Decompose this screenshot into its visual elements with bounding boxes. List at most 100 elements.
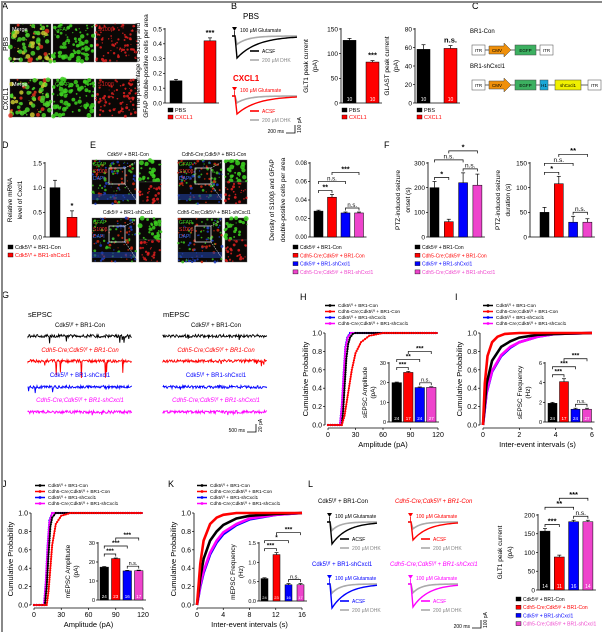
significance-label: n.s. bbox=[465, 163, 476, 170]
cell-signal bbox=[131, 98, 135, 101]
cell-signal bbox=[66, 93, 68, 96]
cell-signal bbox=[64, 46, 67, 49]
cell-signal bbox=[95, 98, 98, 101]
cdf-marker bbox=[51, 511, 54, 515]
cell-signal bbox=[124, 87, 127, 90]
cell-signal bbox=[99, 184, 102, 187]
cell-signal bbox=[25, 113, 28, 116]
y-tick-label: 0.5 bbox=[153, 26, 162, 33]
cdf-marker bbox=[61, 511, 64, 515]
legend-swatch bbox=[341, 107, 348, 113]
cell-signal bbox=[99, 242, 101, 244]
y-tick-label: 30 bbox=[89, 541, 95, 547]
cell-signal bbox=[22, 45, 27, 50]
cell-signal bbox=[155, 177, 161, 183]
trace-group-label: Cdh5-Cre;Cdk5ᶠ/ᶠ + BR1-shCxcl1 bbox=[390, 561, 478, 568]
cell-signal bbox=[226, 188, 229, 191]
cdf-marker bbox=[124, 511, 127, 515]
cell-signal bbox=[29, 79, 32, 82]
cdf-marker bbox=[97, 511, 101, 515]
bar bbox=[568, 521, 579, 591]
cell-signal bbox=[177, 161, 180, 164]
cell-signal bbox=[204, 245, 206, 248]
legend-label: Cdk5ᶠ/ᶠ + BR1-Con bbox=[48, 483, 88, 489]
legend-label: Cdh5-Cre;Cdk5ᶠ/ᶠ + BR1-Con bbox=[300, 253, 365, 259]
cell-signal bbox=[181, 179, 184, 182]
y-axis-label: mEPSC Amplitude bbox=[65, 544, 72, 598]
cell-signal bbox=[28, 82, 30, 84]
cell-signal bbox=[140, 190, 142, 193]
cell-signal bbox=[93, 192, 95, 195]
cell-signal bbox=[112, 162, 115, 165]
cell-signal bbox=[98, 86, 101, 89]
cdf-marker bbox=[126, 511, 129, 515]
cell-signal bbox=[191, 221, 194, 225]
y-tick-label: 0 bbox=[334, 100, 338, 107]
cell-signal bbox=[190, 231, 193, 234]
cell-signal bbox=[180, 170, 182, 173]
bar bbox=[458, 182, 468, 238]
legend-label: CXCL1 bbox=[349, 115, 367, 121]
cell-signal bbox=[48, 52, 51, 55]
cell-signal bbox=[51, 92, 55, 96]
x-tick-label: 30 bbox=[352, 432, 360, 439]
trace-title-sepsc: sEPSC bbox=[28, 310, 53, 319]
cdf-marker bbox=[347, 391, 350, 394]
cell-signal bbox=[234, 193, 237, 196]
cdf-marker bbox=[133, 511, 136, 515]
cell-signal bbox=[95, 242, 97, 244]
cell-signal bbox=[218, 224, 221, 227]
cell-signal bbox=[117, 222, 119, 225]
cell-signal bbox=[208, 244, 211, 248]
cell-signal bbox=[235, 222, 237, 224]
cdf-marker bbox=[344, 368, 347, 372]
y-tick-label: 0.2 bbox=[181, 584, 191, 591]
image-title: Cdh5-Cre;Cdk5ᶠ/ᶠ + BR1-Con bbox=[182, 152, 247, 158]
image-title: Cdh5-Cre;Cdk5ᶠ/ᶠ + BR1-shCxcl1 bbox=[177, 210, 251, 216]
acsf-trace bbox=[408, 521, 459, 542]
cdf-marker bbox=[47, 583, 51, 586]
cdf-marker bbox=[345, 355, 348, 358]
cdf-marker bbox=[45, 587, 48, 591]
zoom-guide-line bbox=[124, 183, 139, 204]
cell-signal bbox=[104, 163, 106, 165]
cell-signal bbox=[131, 168, 133, 171]
cell-signal bbox=[96, 166, 98, 168]
panel-letter: F bbox=[384, 140, 390, 150]
cell-signal bbox=[93, 24, 95, 27]
cdf-marker bbox=[353, 356, 356, 360]
significance-label: * bbox=[275, 534, 278, 541]
cell-signal bbox=[115, 88, 119, 92]
cdf-marker bbox=[434, 331, 437, 335]
cdf-marker bbox=[49, 528, 52, 531]
significance-bracket bbox=[396, 367, 409, 370]
condition-label-pbs: PBS bbox=[243, 12, 259, 21]
y-tick-label: 0 bbox=[539, 420, 542, 426]
legend-label: Cdh5-Cre;Cdk5ᶠ/ᶠ + BR1-Con bbox=[210, 489, 272, 495]
cell-signal bbox=[122, 83, 125, 87]
legend-label: Cdk5ᶠ/ᶠ + BR1-shCxcl1 bbox=[210, 495, 259, 501]
legend-marker bbox=[200, 490, 204, 493]
scale-bar bbox=[247, 424, 257, 433]
legend-label: Cdh5-Cre;Cdk5ᶠ/ᶠ + BR1-shCxcl1 bbox=[300, 270, 374, 276]
cell-signal bbox=[120, 219, 122, 221]
cdf-marker bbox=[80, 511, 83, 515]
cell-signal bbox=[109, 247, 111, 249]
significance-bracket bbox=[544, 506, 574, 510]
significance-bracket bbox=[318, 181, 346, 184]
significance-bracket bbox=[264, 540, 289, 544]
stain-label: DAPI bbox=[179, 234, 191, 240]
cell-signal bbox=[177, 241, 180, 245]
cdf-marker bbox=[354, 331, 357, 335]
cell-signal bbox=[101, 218, 104, 221]
trace-group-label: Cdk5ᶠ/ᶠ + BR1-Con bbox=[318, 498, 368, 505]
panel-letter: J bbox=[2, 479, 7, 489]
sample-size-label: 14 bbox=[542, 584, 548, 590]
cdf-marker bbox=[54, 525, 57, 528]
legend-label: Cdk5ᶠ/ᶠ + BR1-Con bbox=[300, 245, 342, 251]
cdf-marker bbox=[35, 603, 38, 607]
scale-bar bbox=[286, 125, 296, 134]
cdf-marker bbox=[66, 512, 70, 515]
cell-signal bbox=[146, 200, 148, 202]
cell-signal bbox=[130, 247, 133, 250]
